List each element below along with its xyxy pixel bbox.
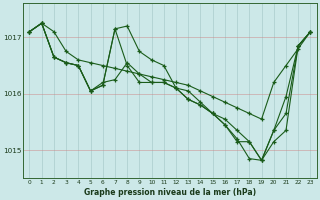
X-axis label: Graphe pression niveau de la mer (hPa): Graphe pression niveau de la mer (hPa) — [84, 188, 256, 197]
